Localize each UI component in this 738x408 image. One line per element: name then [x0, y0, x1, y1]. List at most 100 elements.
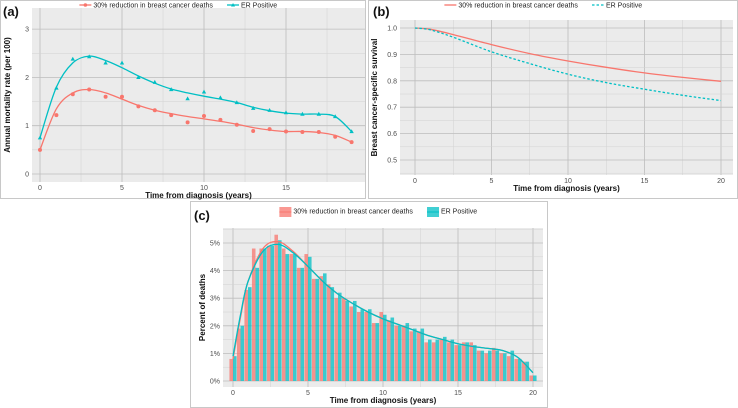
- data-point-teal: [119, 60, 125, 65]
- bar-teal: [375, 323, 380, 381]
- data-point-teal: [201, 89, 207, 94]
- bar-teal: [255, 267, 260, 381]
- bar-red: [431, 342, 436, 381]
- bar-red: [304, 254, 308, 381]
- bar-red: [356, 312, 361, 381]
- bar-red: [236, 328, 241, 381]
- bar-teal: [458, 345, 462, 381]
- bar-red: [416, 331, 421, 381]
- data-point-teal: [54, 85, 59, 90]
- data-point-teal: [251, 106, 256, 110]
- bar-red: [521, 361, 526, 381]
- bar-teal: [293, 254, 297, 381]
- y-tick-label: 0%: [210, 379, 220, 386]
- x-tick-label: 0: [38, 185, 42, 192]
- y-tick-label: 0.5: [387, 158, 397, 165]
- data-point-teal: [169, 87, 174, 92]
- data-point-red: [267, 127, 272, 132]
- bar-red: [274, 234, 278, 381]
- bar-red: [506, 356, 511, 381]
- data-point-teal: [283, 110, 289, 115]
- data-point-red: [103, 94, 108, 99]
- y-tick-label: 0.7: [387, 105, 397, 112]
- legend-marker-teal: [231, 3, 236, 7]
- legend-label-red: 30% reduction in breast cancer deaths: [293, 209, 413, 216]
- x-axis-label: Time from diagnosis (years): [513, 184, 620, 193]
- bar-teal: [368, 309, 372, 381]
- x-tick-label: 10: [200, 185, 208, 192]
- data-point-red: [218, 117, 223, 122]
- legend-label-teal: ER Positive: [606, 3, 642, 10]
- data-point-teal: [37, 135, 43, 140]
- bar-red: [439, 339, 443, 381]
- bar-teal: [338, 292, 342, 381]
- bar-teal: [533, 375, 537, 381]
- y-tick-label: 1: [25, 123, 29, 130]
- bar-teal: [398, 325, 402, 381]
- x-tick-label: 5: [120, 185, 124, 192]
- bar-teal: [353, 300, 357, 381]
- data-point-teal: [87, 54, 92, 59]
- bar-teal: [450, 339, 455, 381]
- legend-label-red: 30% reduction in breast cancer deaths: [93, 3, 213, 10]
- bar-teal: [233, 356, 237, 381]
- data-point-red: [169, 113, 174, 118]
- bar-red: [491, 347, 496, 381]
- bar-teal: [495, 350, 500, 381]
- bar-teal: [488, 350, 492, 381]
- data-point-teal: [70, 56, 75, 61]
- bar-red: [379, 312, 383, 381]
- bar-red: [281, 248, 286, 381]
- data-point-teal: [234, 100, 239, 105]
- data-point-red: [251, 129, 256, 134]
- legend-label-teal: ER Positive: [441, 209, 477, 216]
- series-line-teal: [39, 55, 353, 138]
- bar-teal: [428, 339, 432, 381]
- panel-c: 0 5 10 15 20 0% 1% 2% 3% 4% 5% Time from diagnosis …: [190, 201, 548, 408]
- bar-red: [251, 248, 256, 381]
- y-axis-label: Annual mortality rate (per 100): [3, 37, 12, 153]
- bar-teal: [465, 342, 470, 381]
- data-point-teal: [218, 95, 223, 100]
- bar-red: [394, 325, 398, 381]
- data-point-red: [300, 129, 305, 134]
- y-tick-label: 0.8: [387, 78, 397, 85]
- bar-teal: [443, 336, 447, 381]
- data-point-red: [185, 120, 190, 125]
- bar-teal: [248, 287, 252, 381]
- legend-label-red: 30% reduction in breast cancer deaths: [458, 3, 578, 10]
- x-tick-label: 20: [529, 390, 537, 397]
- bar-red: [529, 375, 533, 381]
- bar-red: [296, 267, 301, 381]
- bar-teal: [270, 245, 275, 381]
- data-point-teal: [300, 111, 305, 116]
- x-tick-label: 10: [564, 178, 572, 185]
- bar-red: [499, 353, 503, 381]
- bar-teal: [383, 314, 387, 381]
- bar-teal: [315, 278, 320, 381]
- x-tick-label: 0: [413, 178, 417, 185]
- y-axis-label: Percent of deaths: [198, 273, 207, 341]
- bar-red: [266, 245, 271, 381]
- bar-red: [409, 331, 413, 381]
- y-tick-label: 3: [25, 27, 29, 34]
- y-tick-label: 5%: [210, 241, 220, 248]
- bar-red: [341, 298, 346, 381]
- y-tick-label: 2%: [210, 323, 220, 330]
- data-point-red: [38, 147, 42, 152]
- legend: 30% reduction in breast cancer deaths ER …: [444, 3, 642, 10]
- x-tick-label: 15: [454, 390, 462, 397]
- bar-teal: [300, 267, 305, 381]
- legend: 30% reduction in breast cancer deaths ER …: [279, 207, 477, 217]
- x-tick-label: 5: [306, 390, 310, 397]
- bar-red: [244, 289, 248, 381]
- y-tick-label: 1.0: [387, 26, 397, 33]
- data-point-red: [136, 104, 141, 109]
- legend-label-teal: ER Positive: [241, 3, 277, 10]
- bar-teal: [360, 309, 365, 381]
- bar-red: [401, 325, 406, 381]
- y-tick-label: 0.6: [387, 131, 397, 138]
- y-tick-label: 1%: [210, 351, 220, 358]
- bar-teal: [285, 254, 290, 381]
